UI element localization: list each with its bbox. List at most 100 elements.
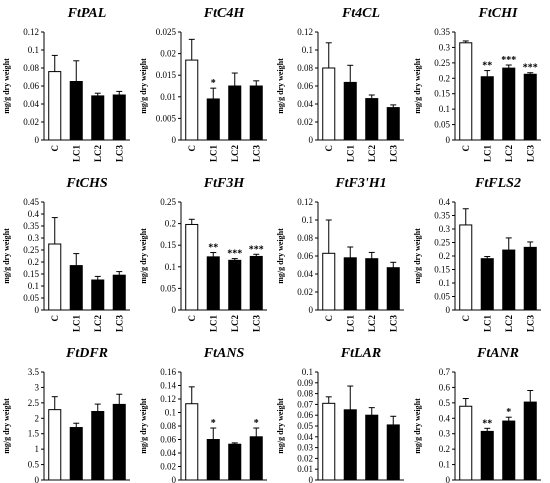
bar	[206, 256, 220, 311]
bar	[249, 436, 263, 481]
y-tick-label: 0	[446, 305, 451, 315]
bar	[480, 430, 494, 481]
y-tick-label: 0.06	[23, 81, 39, 91]
bar	[112, 274, 126, 311]
chart-title: Ft4CL	[341, 6, 380, 21]
bar	[480, 76, 494, 141]
y-tick-label: 0.04	[160, 448, 176, 458]
y-tick-label: 0.45	[23, 197, 39, 207]
bar	[365, 258, 379, 311]
chart-panel: FtCHS mg/g dry weight 0 0.05 0.1 0.15 0.2 0.25 0…	[2, 176, 130, 332]
y-tick-label: 0.14	[160, 381, 176, 391]
x-tick-label: LC3	[251, 315, 261, 333]
x-tick-label: LC1	[482, 315, 492, 333]
y-tick-label: 0.12	[23, 27, 39, 37]
y-tick-label: 0	[172, 135, 177, 145]
bar	[69, 81, 83, 141]
chart-panel: FtPAL mg/g dry weight 0 0.02 0.04 0.06 0.08 0.1…	[2, 6, 130, 162]
y-axis-label: mg/g dry weight	[2, 228, 11, 284]
y-tick-label: 0.05	[434, 292, 450, 302]
y-tick-label: 0.1	[28, 281, 39, 291]
bar	[249, 255, 263, 311]
x-tick-label: C	[187, 315, 197, 322]
chart-title: FtANR	[476, 346, 519, 361]
y-tick-label: 0.015	[156, 70, 177, 80]
y-tick-label: 0.25	[434, 238, 450, 248]
x-tick-label: C	[324, 145, 334, 152]
bar	[112, 403, 126, 481]
significance-marker: **	[482, 61, 492, 72]
bar	[343, 81, 357, 141]
significance-marker: *	[211, 418, 216, 429]
y-tick-label: 0.025	[156, 27, 177, 37]
y-tick-label: 0	[309, 475, 314, 483]
x-tick-label: LC1	[71, 145, 81, 163]
y-tick-label: 0.15	[160, 240, 176, 250]
y-axis-label: mg/g dry weight	[276, 58, 285, 114]
chart-panel: FtFLS2 mg/g dry weight 0 0.05 0.1 0.15 0.2 0.25…	[413, 176, 541, 332]
y-tick-label: 0	[35, 475, 40, 483]
y-axis-label: mg/g dry weight	[413, 398, 422, 454]
bar	[343, 257, 357, 311]
chart-panel: FtCHI mg/g dry weight 0 0.05 0.1 0.15 0.2 0.25 0…	[413, 6, 541, 162]
x-tick-label: LC2	[367, 315, 377, 333]
y-tick-label: 0.3	[439, 42, 451, 52]
y-tick-label: 0.3	[439, 429, 451, 439]
y-tick-label: 0.04	[297, 99, 313, 109]
x-tick-label: LC1	[208, 315, 218, 333]
y-tick-label: 1.5	[28, 429, 40, 439]
y-tick-label: 0	[309, 135, 314, 145]
bar	[112, 94, 126, 141]
y-tick-label: 0.01	[297, 464, 313, 474]
x-tick-label: LC3	[388, 145, 398, 163]
x-tick-label: LC2	[367, 145, 377, 163]
x-tick-label: C	[324, 315, 334, 322]
y-tick-label: 0.01	[160, 92, 176, 102]
y-axis-label: mg/g dry weight	[276, 398, 285, 454]
bar	[523, 73, 537, 141]
y-tick-label: 0.03	[297, 443, 313, 453]
y-tick-label: 0.1	[439, 460, 450, 470]
y-tick-label: 0.06	[160, 435, 176, 445]
y-tick-label: 0.15	[434, 265, 450, 275]
significance-marker: *	[254, 418, 259, 429]
y-axis-label: mg/g dry weight	[2, 58, 11, 114]
y-tick-label: 0.09	[297, 378, 313, 388]
y-tick-label: 2	[35, 413, 40, 423]
bar	[48, 243, 62, 311]
y-tick-label: 0.05	[434, 120, 450, 130]
y-tick-label: 0	[172, 475, 177, 483]
y-tick-label: 0.08	[297, 233, 313, 243]
significance-marker: ***	[227, 249, 242, 260]
bar	[322, 402, 336, 481]
chart-panel: FtC4H mg/g dry weight 0 0.005 0.01 0.015 0.02 0…	[139, 6, 267, 162]
y-tick-label: 0	[309, 305, 314, 315]
bar	[206, 98, 220, 141]
y-tick-label: 0.02	[160, 49, 176, 59]
chart-title: FtANS	[203, 346, 245, 361]
y-tick-label: 0	[446, 135, 451, 145]
bar	[459, 42, 473, 141]
significance-marker: ***	[501, 55, 516, 66]
y-tick-label: 0.2	[165, 219, 176, 229]
x-tick-label: LC3	[525, 315, 535, 333]
y-tick-label: 0.25	[160, 197, 176, 207]
bar	[365, 98, 379, 141]
y-tick-label: 0.12	[297, 197, 313, 207]
significance-marker: ***	[249, 244, 264, 255]
y-tick-label: 3	[35, 382, 40, 392]
y-tick-label: 0.02	[297, 117, 313, 127]
bar	[502, 420, 516, 481]
y-tick-label: 0.5	[28, 460, 40, 470]
y-tick-label: 2.5	[28, 398, 40, 408]
chart-title: FtFLS2	[474, 176, 521, 191]
bar	[459, 405, 473, 481]
bar	[480, 258, 494, 311]
bar	[249, 85, 263, 141]
bar	[459, 224, 473, 311]
x-tick-label: LC3	[114, 315, 124, 333]
significance-marker: ***	[523, 63, 538, 74]
